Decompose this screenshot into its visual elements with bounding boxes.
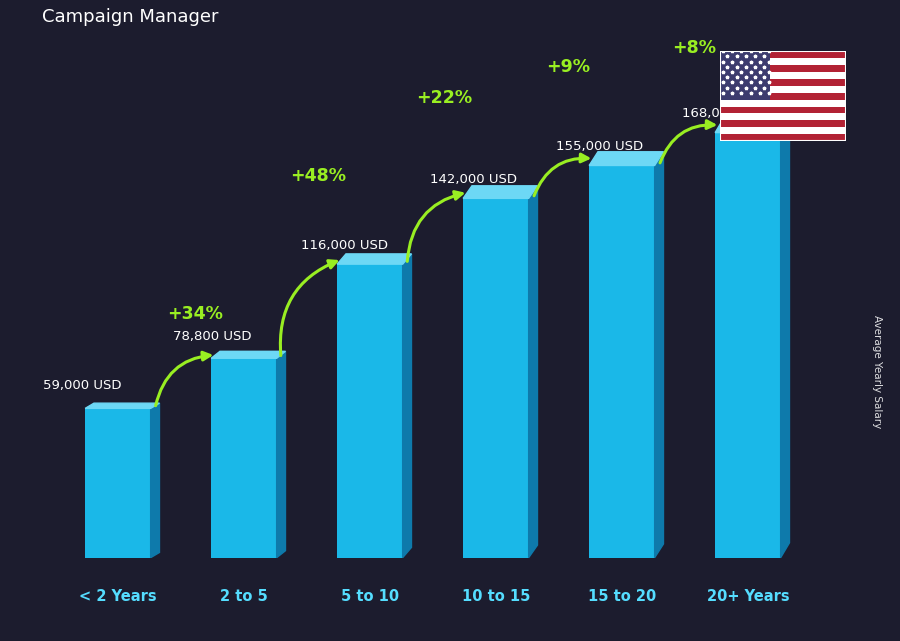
- Text: +8%: +8%: [671, 38, 716, 56]
- Text: Average Yearly Salary: Average Yearly Salary: [872, 315, 883, 428]
- Bar: [720, 51, 770, 99]
- Text: 5 to 10: 5 to 10: [341, 589, 399, 604]
- Text: 78,800 USD: 78,800 USD: [173, 330, 252, 343]
- Text: 20+ Years: 20+ Years: [706, 589, 789, 604]
- Text: Campaign Manager: Campaign Manager: [42, 8, 219, 26]
- Text: 15 to 20: 15 to 20: [588, 589, 656, 604]
- Bar: [720, 106, 846, 113]
- Text: 2 to 5: 2 to 5: [220, 589, 268, 604]
- Polygon shape: [86, 403, 159, 408]
- Bar: [720, 113, 846, 121]
- Text: +34%: +34%: [166, 305, 223, 324]
- Text: 116,000 USD: 116,000 USD: [302, 238, 388, 251]
- Text: < 2 Years: < 2 Years: [79, 589, 157, 604]
- Text: 142,000 USD: 142,000 USD: [429, 172, 517, 186]
- Polygon shape: [338, 254, 411, 264]
- Text: 155,000 USD: 155,000 USD: [555, 140, 643, 153]
- Polygon shape: [276, 351, 285, 558]
- Text: +9%: +9%: [545, 58, 590, 76]
- Bar: [720, 127, 846, 134]
- Polygon shape: [464, 186, 537, 198]
- Polygon shape: [716, 118, 789, 133]
- Bar: [720, 86, 846, 93]
- Bar: [338, 264, 402, 558]
- Bar: [720, 134, 846, 141]
- Bar: [590, 165, 654, 558]
- Polygon shape: [402, 254, 411, 558]
- Bar: [720, 72, 846, 79]
- Bar: [720, 65, 846, 72]
- Text: 10 to 15: 10 to 15: [462, 589, 530, 604]
- Polygon shape: [212, 351, 285, 358]
- Bar: [720, 121, 846, 127]
- Polygon shape: [654, 152, 663, 558]
- Text: +48%: +48%: [291, 167, 346, 185]
- Text: 59,000 USD: 59,000 USD: [43, 379, 122, 392]
- Polygon shape: [780, 118, 789, 558]
- Text: +22%: +22%: [416, 88, 472, 107]
- Bar: [720, 79, 846, 86]
- Bar: [720, 99, 846, 106]
- Bar: [716, 133, 780, 558]
- Bar: [720, 93, 846, 99]
- Bar: [86, 408, 150, 558]
- Bar: [720, 51, 846, 58]
- Polygon shape: [150, 403, 159, 558]
- Bar: [212, 358, 276, 558]
- Bar: [464, 198, 528, 558]
- Polygon shape: [590, 152, 663, 165]
- Bar: [720, 58, 846, 65]
- Text: 168,000 USD: 168,000 USD: [682, 107, 769, 120]
- Polygon shape: [528, 186, 537, 558]
